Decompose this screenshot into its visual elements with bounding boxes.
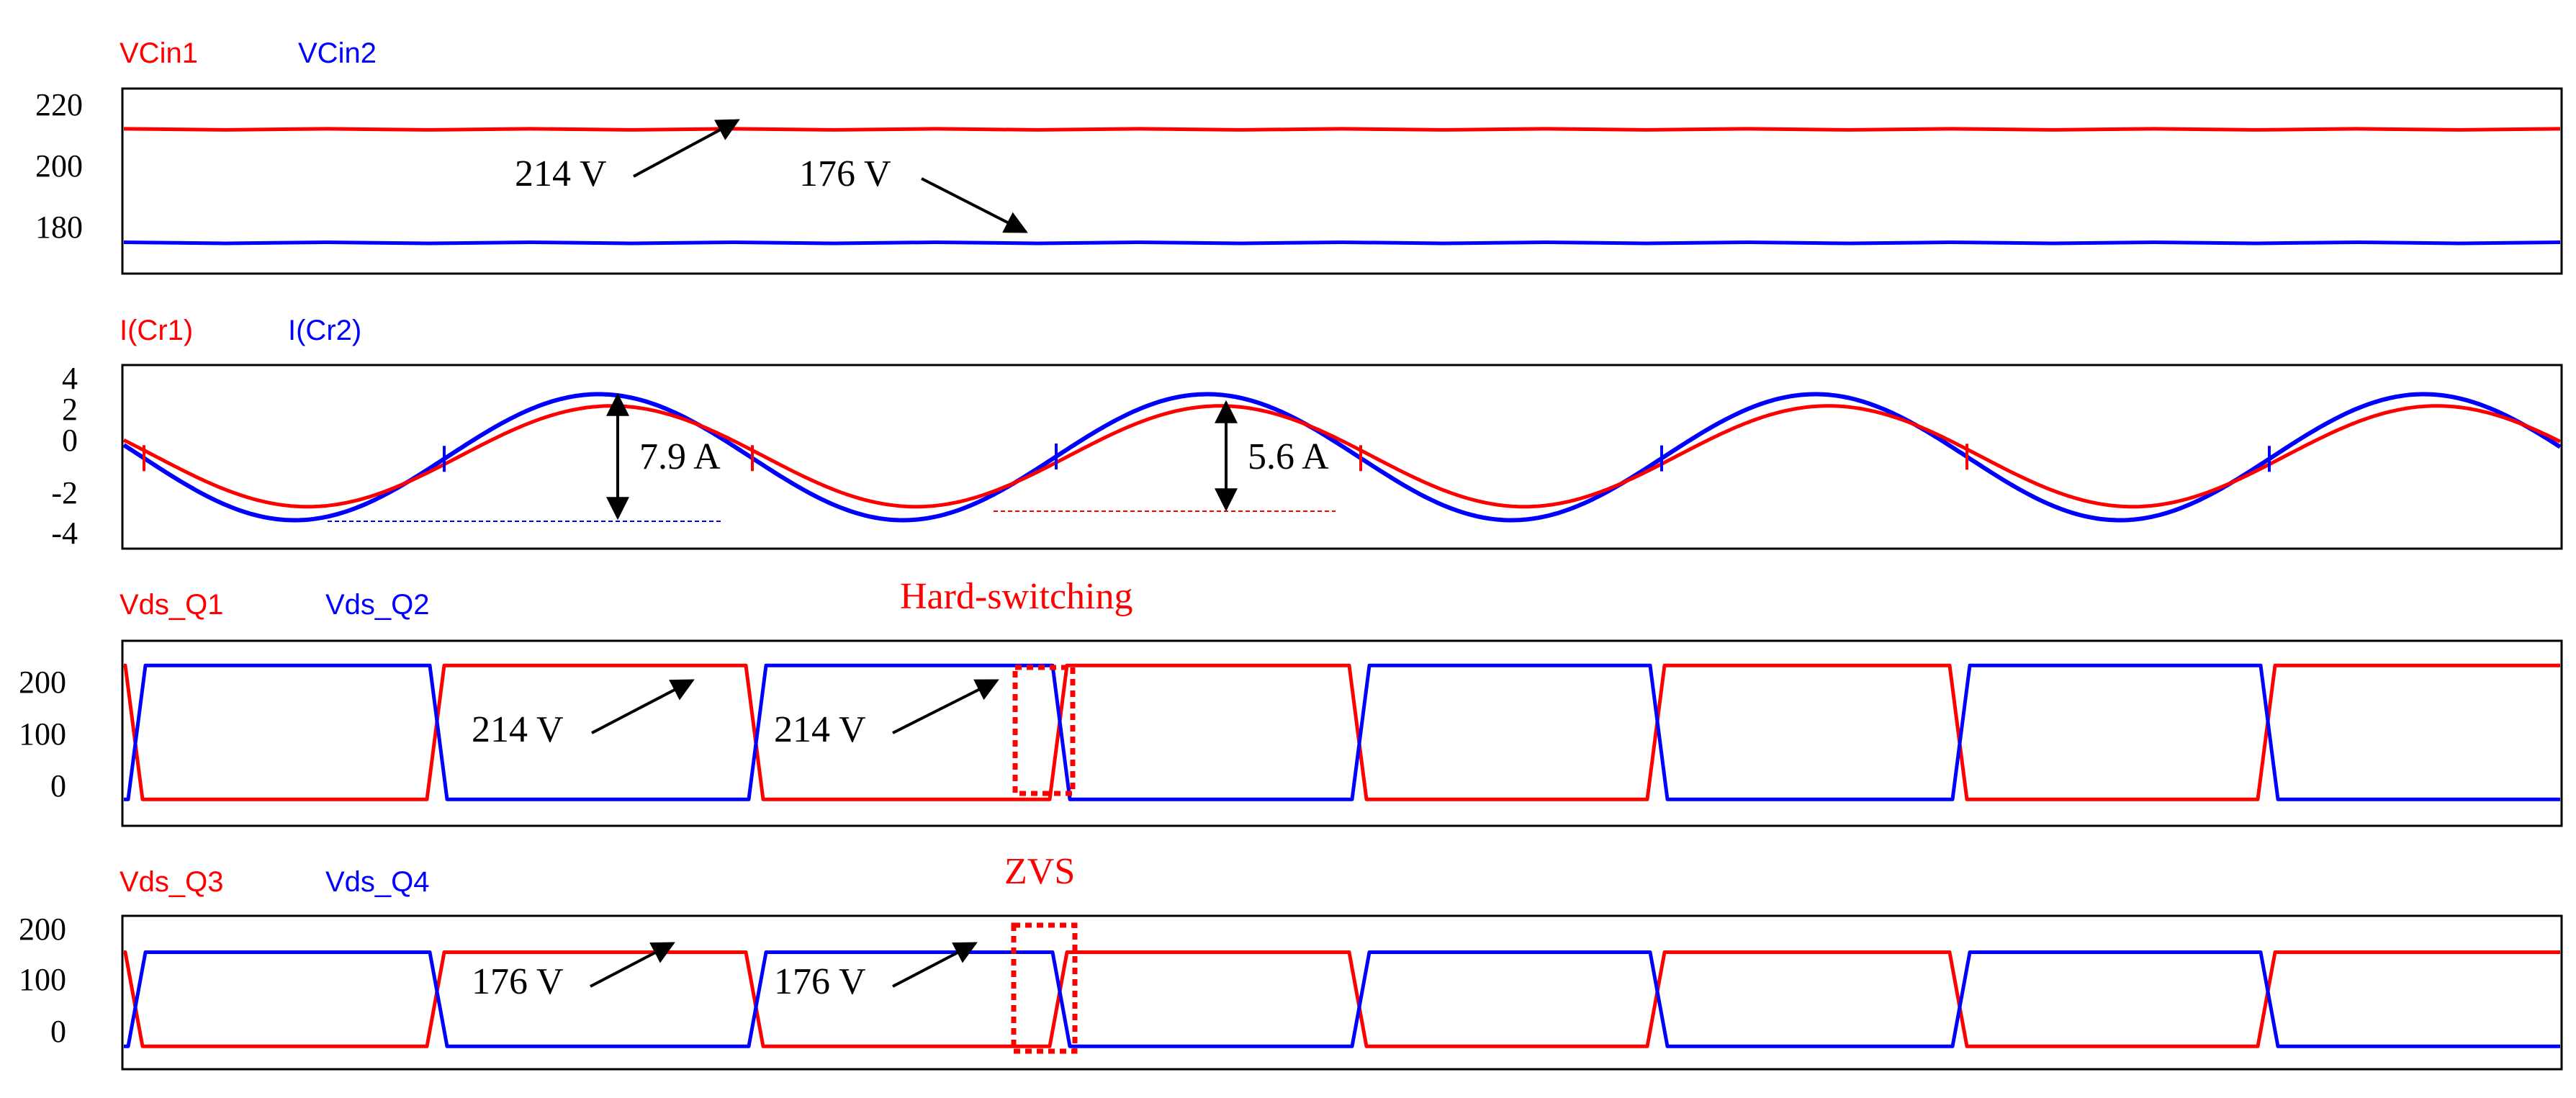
ytick-minus4: -4 [51, 516, 78, 551]
annotation-214v-q2: 214 V [774, 709, 866, 750]
label-zvs: ZVS [1004, 851, 1075, 892]
legend-vds-q2: Vds_Q2 [325, 589, 430, 621]
series-vds-q1 [123, 663, 2560, 801]
ytick-0: 0 [50, 768, 66, 804]
arrow-214v [633, 119, 740, 178]
highlight-box-hard-switching [1012, 665, 1076, 796]
annotation-5-6a: 5.6 A [1248, 436, 1329, 477]
panel-vds-q34: Vds_Q3 Vds_Q4 ZVS 200 100 0 176 V 176 V [19, 851, 2563, 1071]
panel-vds-q12: Vds_Q1 Vds_Q2 Hard-switching 200 100 0 2… [19, 576, 2563, 827]
panel-icr: I(Cr1) I(Cr2) 4 2 0 -2 -4 7.9 A 5.6 A [51, 315, 2563, 551]
arrow-214v-q2 [892, 679, 999, 734]
highlight-box-zvs [1011, 922, 1078, 1054]
ytick-0: 0 [50, 1014, 66, 1049]
ytick-100: 100 [19, 962, 66, 997]
series-icr2 [122, 392, 2562, 523]
arrow-176v [921, 177, 1028, 233]
switching-spikes [143, 444, 2271, 472]
series-vds-q3 [123, 950, 2560, 1048]
annotation-214v: 214 V [515, 153, 607, 194]
arrow-214v-q1 [591, 679, 695, 734]
plot-frame-vcin [121, 87, 2563, 275]
legend-vds-q3: Vds_Q3 [120, 866, 224, 898]
legend-vds-q1: Vds_Q1 [120, 589, 224, 621]
panel-vcin: VCin1 VCin2 220 200 180 214 V 176 V [35, 37, 2563, 275]
legend-vds-q4: Vds_Q4 [325, 866, 430, 898]
label-hard-switching: Hard-switching [900, 576, 1132, 617]
series-vds-q2 [124, 663, 2560, 801]
ytick-minus2: -2 [51, 475, 78, 510]
ytick-2: 2 [62, 392, 78, 427]
ytick-4: 4 [62, 361, 78, 396]
annotation-176v: 176 V [799, 153, 891, 194]
series-vcin2 [123, 240, 2561, 246]
ytick-200: 200 [35, 148, 83, 184]
legend-vcin1: VCin1 [120, 37, 198, 69]
annotation-214v-q1: 214 V [472, 709, 564, 750]
annotation-176v-q3: 176 V [472, 961, 564, 1002]
plot-frame-vds-q12 [121, 639, 2563, 827]
annotation-176v-q4: 176 V [774, 961, 866, 1002]
annotation-7-9a: 7.9 A [639, 436, 721, 477]
ytick-200: 200 [19, 912, 66, 947]
legend-icr1: I(Cr1) [120, 315, 193, 346]
legend-vcin2: VCin2 [298, 37, 377, 69]
arrow-176v-q4 [892, 942, 978, 988]
arrow-176v-q3 [590, 942, 675, 988]
ytick-0: 0 [62, 423, 78, 458]
series-vcin1 [123, 127, 2561, 132]
legend-icr2: I(Cr2) [288, 315, 361, 346]
ytick-200: 200 [19, 665, 66, 700]
ytick-100: 100 [19, 716, 66, 752]
ytick-220: 220 [35, 87, 83, 122]
series-vds-q4 [124, 950, 2560, 1048]
series-icr1 [122, 404, 2562, 509]
plot-frame-vds-q34 [121, 914, 2563, 1071]
ytick-180: 180 [35, 210, 83, 245]
